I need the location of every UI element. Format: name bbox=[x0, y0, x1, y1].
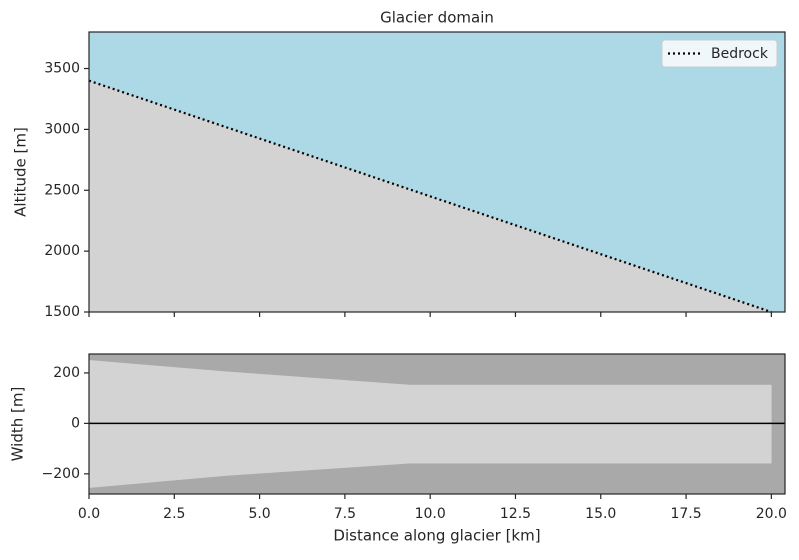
y-tick-label: 1500 bbox=[44, 304, 80, 320]
y-tick-label: 3500 bbox=[44, 61, 80, 77]
bedrock-line bbox=[88, 79, 772, 314]
y-tick-label: 3000 bbox=[44, 121, 80, 137]
y-tick-label: 0 bbox=[71, 415, 80, 431]
y-tick-label: 200 bbox=[53, 365, 80, 381]
plot-frame bbox=[88, 353, 786, 495]
legend-label: Bedrock bbox=[711, 46, 769, 62]
x-tick-label: 17.5 bbox=[670, 506, 701, 522]
y-tick-label: 2500 bbox=[44, 182, 80, 198]
x-axis-label: Distance along glacier [km] bbox=[333, 527, 540, 545]
y-tick-label: 2000 bbox=[44, 243, 80, 259]
plot-frame bbox=[88, 31, 786, 313]
x-tick-label: 5.0 bbox=[248, 506, 270, 522]
chart-title: Glacier domain bbox=[380, 9, 494, 27]
x-tick-label: 7.5 bbox=[334, 506, 356, 522]
x-tick-label: 2.5 bbox=[163, 506, 185, 522]
x-tick-label: 15.0 bbox=[585, 506, 616, 522]
x-tick-label: 10.0 bbox=[415, 506, 446, 522]
legend-box bbox=[661, 39, 778, 68]
x-tick-label: 0.0 bbox=[78, 506, 100, 522]
x-tick-label: 12.5 bbox=[500, 506, 531, 522]
x-tick-label: 20.0 bbox=[756, 506, 787, 522]
y-axis-label: Width [m] bbox=[9, 387, 27, 462]
y-axis-label: Altitude [m] bbox=[12, 127, 30, 217]
y-tick-label: −200 bbox=[42, 466, 80, 482]
